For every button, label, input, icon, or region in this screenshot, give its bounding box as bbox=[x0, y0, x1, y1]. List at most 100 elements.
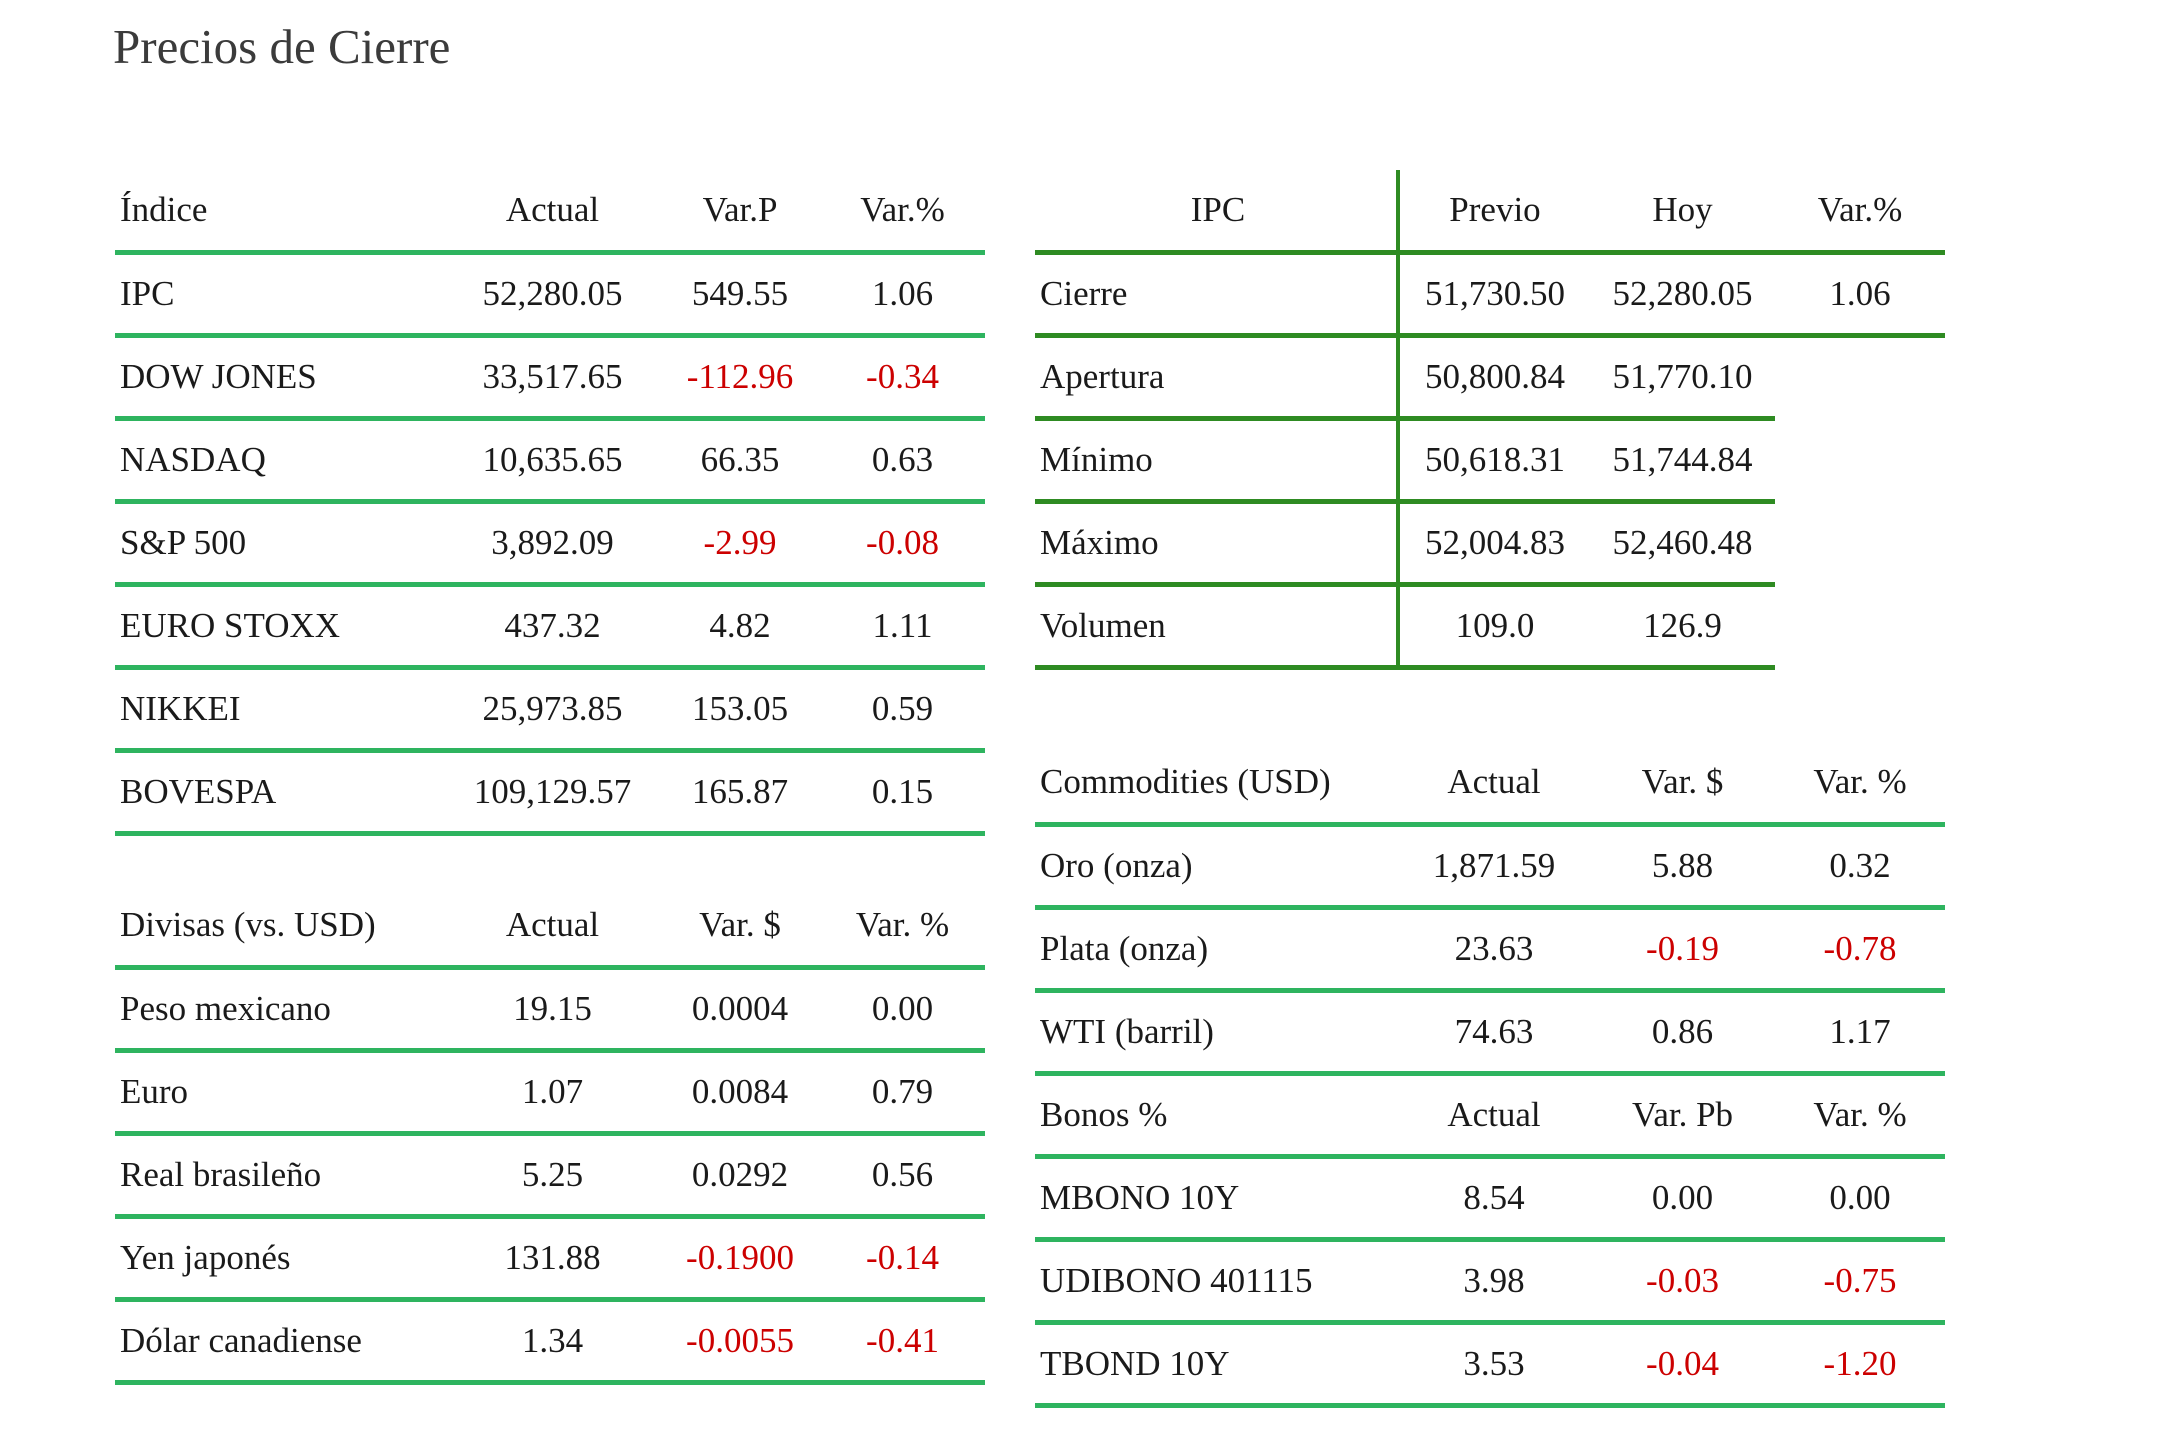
cell: -112.96 bbox=[660, 335, 820, 421]
cell: Real brasileño bbox=[115, 1133, 445, 1219]
cell: -2.99 bbox=[660, 501, 820, 587]
cell bbox=[1775, 419, 1945, 502]
cell: Dólar canadiense bbox=[115, 1299, 445, 1385]
header-row: Índice Actual Var.P Var.% bbox=[115, 170, 985, 255]
cell: WTI (barril) bbox=[1035, 990, 1398, 1076]
table-row: BOVESPA 109,129.57 165.87 0.15 bbox=[115, 750, 985, 836]
cell: UDIBONO 401115 bbox=[1035, 1239, 1398, 1325]
cell: 1.17 bbox=[1775, 990, 1945, 1076]
cell: Volumen bbox=[1035, 584, 1400, 670]
cell: 50,800.84 bbox=[1398, 335, 1590, 421]
cell: 109.0 bbox=[1398, 584, 1590, 670]
cell: EURO STOXX bbox=[115, 584, 445, 670]
cell: 0.0004 bbox=[660, 967, 820, 1053]
cell: -0.19 bbox=[1590, 907, 1775, 993]
cell: -0.14 bbox=[820, 1216, 985, 1302]
column-header: Var. $ bbox=[660, 885, 820, 970]
table-row: NIKKEI 25,973.85 153.05 0.59 bbox=[115, 667, 985, 753]
cell: 0.15 bbox=[820, 750, 985, 836]
cell: 0.59 bbox=[820, 667, 985, 753]
cell bbox=[1775, 336, 1945, 419]
cell: 0.00 bbox=[1775, 1156, 1945, 1242]
column-header: Actual bbox=[1398, 1073, 1590, 1159]
page-title: Precios de Cierre bbox=[113, 19, 451, 74]
column-header: Var.% bbox=[820, 170, 985, 255]
cell: 51,770.10 bbox=[1590, 335, 1775, 421]
cell: 52,280.05 bbox=[445, 252, 660, 338]
column-header: Índice bbox=[115, 170, 445, 255]
column-header: Actual bbox=[445, 885, 660, 970]
cell: 3.98 bbox=[1398, 1239, 1590, 1325]
table-row: TBOND 10Y 3.53 -0.04 -1.20 bbox=[1035, 1322, 1945, 1408]
cell: 0.00 bbox=[1590, 1156, 1775, 1242]
column-header: IPC bbox=[1035, 170, 1400, 255]
table-row: UDIBONO 401115 3.98 -0.03 -0.75 bbox=[1035, 1239, 1945, 1325]
table-row: Mínimo 50,618.31 51,744.84 bbox=[1035, 418, 1945, 504]
cell: 51,730.50 bbox=[1398, 252, 1590, 338]
table-row: EURO STOXX 437.32 4.82 1.11 bbox=[115, 584, 985, 670]
column-header: Var. % bbox=[820, 885, 985, 970]
column-header: Bonos % bbox=[1035, 1073, 1398, 1159]
table-row: Dólar canadiense 1.34 -0.0055 -0.41 bbox=[115, 1299, 985, 1385]
table-row: NASDAQ 10,635.65 66.35 0.63 bbox=[115, 418, 985, 504]
table-row: Volumen 109.0 126.9 bbox=[1035, 584, 1945, 670]
table-row: Apertura 50,800.84 51,770.10 bbox=[1035, 335, 1945, 421]
cell: Apertura bbox=[1035, 335, 1400, 421]
cell: 131.88 bbox=[445, 1216, 660, 1302]
column-header: Commodities (USD) bbox=[1035, 742, 1398, 827]
cell: Máximo bbox=[1035, 501, 1400, 587]
cell: 437.32 bbox=[445, 584, 660, 670]
cell: 1.06 bbox=[1775, 252, 1945, 338]
header-row: Bonos % Actual Var. Pb Var. % bbox=[1035, 1073, 1945, 1159]
table-row: S&P 500 3,892.09 -2.99 -0.08 bbox=[115, 501, 985, 587]
cell: 19.15 bbox=[445, 967, 660, 1053]
cell: 1.06 bbox=[820, 252, 985, 338]
cell: 0.79 bbox=[820, 1050, 985, 1136]
column-header: Actual bbox=[1398, 742, 1590, 827]
cell: Mínimo bbox=[1035, 418, 1400, 504]
cell: 0.86 bbox=[1590, 990, 1775, 1076]
cell: -0.03 bbox=[1590, 1239, 1775, 1325]
cell: 1.11 bbox=[820, 584, 985, 670]
cell: 33,517.65 bbox=[445, 335, 660, 421]
table-row: Plata (onza) 23.63 -0.19 -0.78 bbox=[1035, 907, 1945, 993]
cell: 1.34 bbox=[445, 1299, 660, 1385]
commodities-bonos-table: Commodities (USD) Actual Var. $ Var. % Oro (… bbox=[1035, 742, 1945, 1408]
cell: -0.78 bbox=[1775, 907, 1945, 993]
table-row: DOW JONES 33,517.65 -112.96 -0.34 bbox=[115, 335, 985, 421]
cell: S&P 500 bbox=[115, 501, 445, 587]
cell: 0.00 bbox=[820, 967, 985, 1053]
cell: 10,635.65 bbox=[445, 418, 660, 504]
cell: MBONO 10Y bbox=[1035, 1156, 1398, 1242]
table-row: Euro 1.07 0.0084 0.79 bbox=[115, 1050, 985, 1136]
column-header: Previo bbox=[1398, 170, 1590, 255]
divisas-table: Divisas (vs. USD) Actual Var. $ Var. % Peso … bbox=[115, 885, 985, 1385]
cell: DOW JONES bbox=[115, 335, 445, 421]
cell: 4.82 bbox=[660, 584, 820, 670]
cell: 23.63 bbox=[1398, 907, 1590, 993]
cell: TBOND 10Y bbox=[1035, 1322, 1398, 1408]
cell: NASDAQ bbox=[115, 418, 445, 504]
cell: 1,871.59 bbox=[1398, 824, 1590, 910]
indices-table: Índice Actual Var.P Var.% IPC 52,280.05 549.55… bbox=[115, 170, 985, 836]
column-header: Var. $ bbox=[1590, 742, 1775, 827]
cell: 51,744.84 bbox=[1590, 418, 1775, 504]
cell: -0.04 bbox=[1590, 1322, 1775, 1408]
cell: 109,129.57 bbox=[445, 750, 660, 836]
column-header: Var. % bbox=[1775, 1073, 1945, 1159]
cell: 50,618.31 bbox=[1398, 418, 1590, 504]
cell: 74.63 bbox=[1398, 990, 1590, 1076]
cell: Yen japonés bbox=[115, 1216, 445, 1302]
cell: Cierre bbox=[1035, 252, 1400, 338]
table-row: Real brasileño 5.25 0.0292 0.56 bbox=[115, 1133, 985, 1219]
table-row: Máximo 52,004.83 52,460.48 bbox=[1035, 501, 1945, 587]
cell: -0.0055 bbox=[660, 1299, 820, 1385]
cell bbox=[1775, 585, 1945, 668]
header-row: Commodities (USD) Actual Var. $ Var. % bbox=[1035, 742, 1945, 827]
header-row: IPC Previo Hoy Var.% bbox=[1035, 170, 1945, 255]
column-header: Var. % bbox=[1775, 742, 1945, 827]
cell: 52,004.83 bbox=[1398, 501, 1590, 587]
ipc-detail-table: IPC Previo Hoy Var.% Cierre 51,730.50 52,280.0… bbox=[1035, 170, 1945, 670]
table-row: Cierre 51,730.50 52,280.05 1.06 bbox=[1035, 252, 1945, 338]
cell: IPC bbox=[115, 252, 445, 338]
